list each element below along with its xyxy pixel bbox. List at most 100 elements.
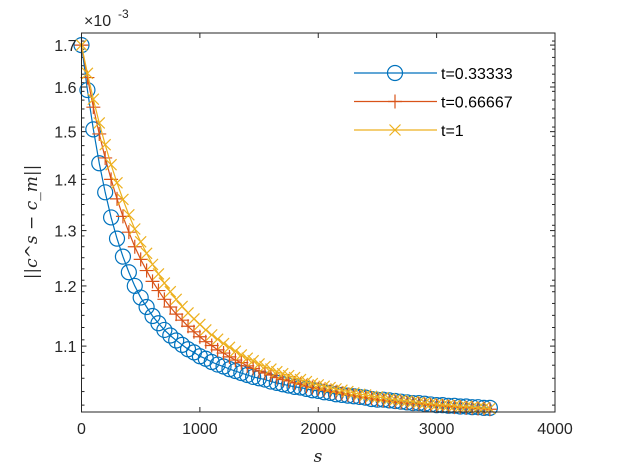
x-marker [128, 223, 141, 235]
legend-item: t=0.66667 [354, 94, 513, 112]
legend-label: t=0.66667 [441, 95, 513, 112]
plus-marker [121, 225, 136, 240]
x-marker [436, 399, 449, 412]
x-marker [389, 124, 401, 136]
circle-marker [168, 332, 185, 349]
y-exponent-base: ×10 [84, 13, 111, 30]
plus-marker [139, 263, 154, 278]
x-marker [264, 363, 277, 376]
plot-background [81, 33, 555, 412]
circle-marker [162, 327, 179, 344]
plus-marker [169, 307, 184, 322]
x-marker [122, 208, 135, 221]
x-tick-label: 2000 [300, 421, 336, 438]
circle-marker [386, 64, 404, 82]
legend-label: t=0.33333 [441, 66, 513, 83]
x-marker [146, 258, 159, 271]
x-marker [111, 176, 123, 189]
x-marker [229, 345, 242, 358]
legend-item: t=0.33333 [354, 64, 513, 83]
plus-marker [145, 274, 160, 289]
plus-marker [228, 353, 243, 368]
plus-marker [151, 283, 166, 298]
y-tick-label: 1.5 [54, 125, 76, 142]
x-marker [454, 400, 467, 413]
x-marker [211, 333, 224, 346]
axes-box [81, 32, 556, 413]
y-tick-label: 1.3 [54, 224, 76, 241]
y-exponent: ×10 -3 [84, 7, 129, 30]
y-tick-labels: 1.1 1.2 1.3 1.4 1.5 1.6 1.7 [54, 38, 76, 356]
circle-marker [209, 356, 226, 373]
y-tick-label: 1.6 [54, 80, 76, 97]
x-marker [93, 117, 106, 129]
x-marker [235, 349, 248, 361]
x-marker [158, 277, 171, 289]
circle-marker [108, 230, 126, 247]
y-tick-label: 1.2 [54, 279, 76, 296]
y-tick-label: 1.7 [54, 38, 76, 55]
plus-marker [234, 355, 249, 370]
plus-marker [86, 100, 101, 115]
circle-marker [114, 248, 132, 265]
x-marker [205, 328, 218, 341]
plus-marker [198, 334, 213, 349]
x-marker [140, 247, 153, 260]
x-axis-label: s [314, 447, 323, 467]
circle-marker [156, 321, 173, 339]
plus-marker [157, 292, 172, 307]
x-tick-label: 1000 [182, 421, 218, 438]
x-marker [164, 285, 177, 298]
plus-marker [181, 319, 196, 334]
plus-marker [240, 358, 255, 373]
x-tick-labels: 0 1000 2000 3000 4000 [77, 421, 573, 438]
x-tick-label: 3000 [419, 421, 455, 438]
legend-item: t=1 [354, 123, 464, 140]
circle-marker [174, 336, 191, 353]
x-marker [217, 337, 230, 350]
circle-marker [97, 184, 114, 201]
legend-label: t=1 [441, 123, 464, 140]
x-marker [259, 360, 271, 373]
plus-marker [246, 361, 261, 376]
y-exponent-power: -3 [118, 7, 129, 21]
x-marker [105, 158, 118, 171]
plus-marker [175, 313, 190, 328]
plus-marker [388, 94, 402, 109]
x-tick-label: 0 [77, 421, 86, 438]
legend[interactable]: t=0.33333 t=0.66667 t=1 [354, 64, 513, 141]
x-marker [152, 268, 165, 280]
x-marker [247, 354, 260, 367]
x-marker [241, 352, 254, 365]
plus-marker [257, 366, 272, 381]
x-marker [81, 67, 94, 80]
circle-marker [120, 264, 137, 281]
x-marker [117, 193, 129, 206]
plus-marker [98, 150, 113, 165]
series-line [80, 44, 490, 410]
y-tick-label: 1.4 [54, 172, 76, 189]
plus-marker [133, 252, 148, 267]
y-axis-label: ||c^s − c_m|| [22, 165, 42, 280]
plus-marker [269, 370, 284, 385]
y-tick-label: 1.1 [54, 339, 76, 356]
x-marker [223, 341, 236, 354]
x-marker [134, 235, 147, 248]
plus-marker [210, 342, 225, 357]
plus-marker [216, 346, 231, 361]
plus-marker [92, 126, 107, 141]
series-layer [73, 36, 498, 417]
x-marker [99, 138, 112, 151]
series-t=0.66667 [74, 38, 497, 417]
circle-marker [150, 315, 167, 332]
plus-marker [222, 349, 237, 364]
series-t=1 [75, 39, 496, 415]
plus-marker [275, 372, 290, 387]
x-marker [87, 93, 100, 106]
plus-marker [127, 239, 142, 254]
x-marker [253, 358, 265, 370]
circle-marker [132, 289, 149, 306]
circle-marker [138, 298, 155, 316]
plus-marker [252, 364, 267, 379]
